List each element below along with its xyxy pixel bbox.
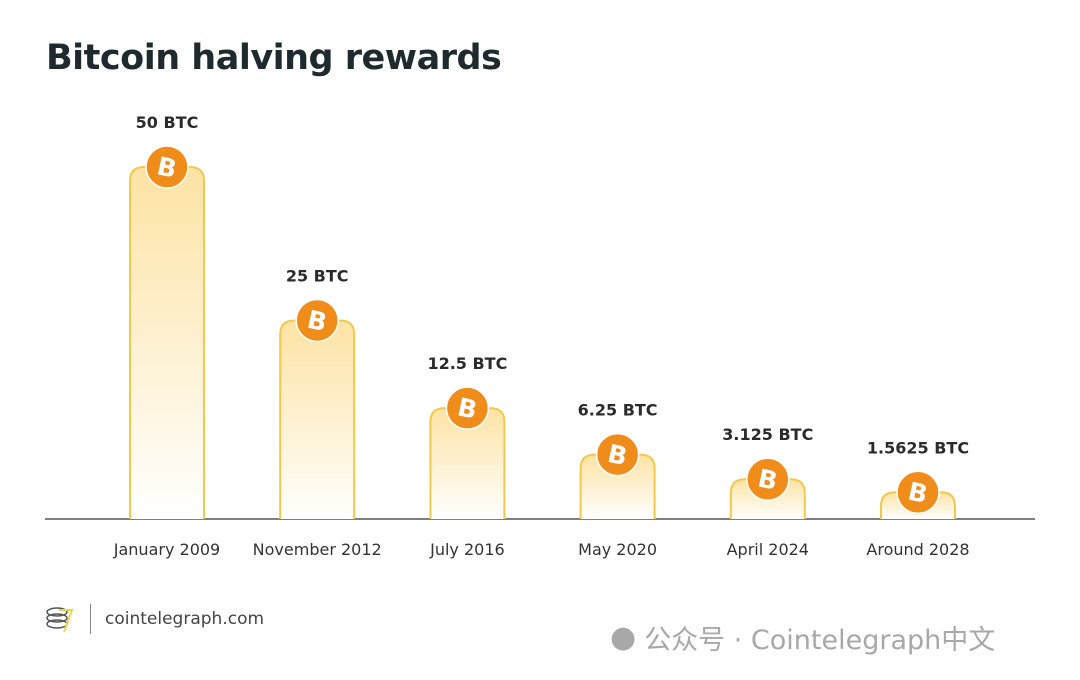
chart-title: Bitcoin halving rewards bbox=[46, 38, 502, 78]
cointelegraph-logo: cointelegraph.com bbox=[44, 604, 264, 634]
bitcoin-coin-icon bbox=[896, 470, 940, 515]
bitcoin-coin-icon bbox=[145, 145, 189, 189]
data-label: 25 BTC bbox=[286, 266, 349, 285]
x-tick-label: January 2009 bbox=[113, 540, 220, 559]
x-tick-label: May 2020 bbox=[578, 540, 657, 559]
bitcoin-coin-icon bbox=[295, 298, 339, 343]
data-label: 1.5625 BTC bbox=[867, 438, 969, 457]
bitcoin-coin-icon bbox=[445, 386, 490, 430]
footer-url: cointelegraph.com bbox=[105, 609, 265, 629]
bar bbox=[129, 166, 205, 519]
wechat-icon: ● bbox=[610, 620, 637, 655]
data-label: 50 BTC bbox=[136, 113, 199, 132]
x-tick-label: July 2016 bbox=[429, 540, 505, 559]
bar bbox=[279, 319, 356, 519]
logo-icon bbox=[46, 607, 74, 633]
x-tick-label: Around 2028 bbox=[866, 540, 969, 559]
x-tick-label: November 2012 bbox=[253, 540, 382, 559]
divider bbox=[90, 604, 91, 634]
data-label: 3.125 BTC bbox=[722, 425, 813, 444]
data-label: 6.25 BTC bbox=[578, 401, 658, 420]
x-tick-label: April 2024 bbox=[727, 540, 809, 559]
watermark-text: 公众号 · Cointelegraph中文 bbox=[644, 625, 996, 656]
bitcoin-coin-icon bbox=[595, 432, 640, 477]
bitcoin-coin-icon bbox=[746, 457, 790, 501]
watermark: ● 公众号 · Cointelegraph中文 bbox=[610, 618, 995, 657]
data-label: 12.5 BTC bbox=[427, 354, 507, 373]
